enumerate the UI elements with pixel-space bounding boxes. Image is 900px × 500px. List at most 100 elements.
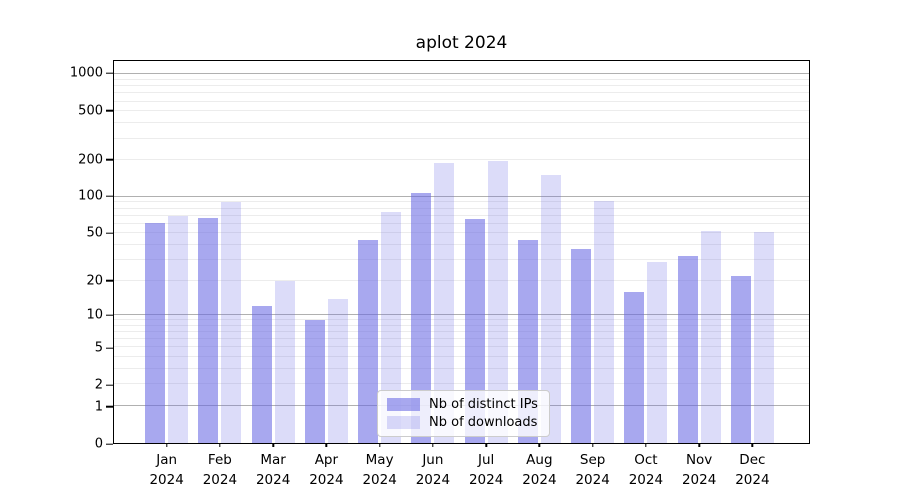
gridline-minor (114, 243, 809, 245)
legend-label: Nb of downloads (429, 415, 538, 430)
bar-nb-of-downloads (647, 261, 668, 443)
gridline-minor (114, 78, 809, 80)
gridline-minor (114, 356, 809, 358)
y-tick-mark (106, 347, 113, 349)
gridline-minor (114, 338, 809, 340)
gridline-minor (114, 222, 809, 224)
chart-title: aplot 2024 (415, 33, 508, 53)
bar-nb-of-distinct-ips (464, 218, 485, 443)
month-slot-dec: Dec 2024 (726, 61, 779, 488)
bar-nb-of-distinct-ips (198, 217, 219, 443)
gridline-minor (114, 92, 809, 94)
gridline-minor (114, 368, 809, 370)
y-tick-label: 500 (78, 103, 103, 119)
gridline-minor (114, 258, 809, 260)
y-tick-label: 1 (94, 399, 103, 415)
month-slot-jul: Jul 2024 (460, 61, 513, 488)
gridline-minor (114, 137, 809, 139)
y-tick-mark (106, 158, 113, 161)
bar-nb-of-downloads (381, 211, 402, 443)
y-tick-mark (106, 109, 113, 112)
bar-nb-of-downloads (168, 215, 189, 443)
gridline-minor (114, 279, 809, 281)
x-tick-mark (698, 443, 700, 447)
x-tick-label: Jan 2024 (149, 452, 184, 488)
gridline-minor (114, 100, 809, 102)
x-tick-label: Oct 2024 (628, 452, 664, 488)
month-slot-oct: Oct 2024 (619, 61, 672, 488)
bar-nb-of-distinct-ips (411, 193, 432, 443)
x-tick-mark (591, 443, 594, 447)
gridline-minor (114, 346, 809, 348)
y-tick-mark (106, 195, 113, 198)
y-tick-label: 0 (94, 436, 103, 452)
bar-nb-of-downloads (540, 175, 561, 443)
gridline-major (114, 73, 809, 75)
x-tick-label: Apr 2024 (309, 452, 344, 488)
gridline-minor (114, 110, 809, 112)
bar-nb-of-downloads (594, 200, 615, 443)
y-tick-mark (106, 314, 113, 317)
bar-nb-of-distinct-ips (624, 291, 645, 443)
y-tick-label: 50 (86, 225, 103, 241)
x-tick-label: Feb 2024 (202, 452, 238, 488)
y-tick-label: 20 (86, 273, 103, 289)
x-tick-mark (432, 443, 434, 447)
bar-nb-of-distinct-ips (358, 239, 379, 443)
month-slot-apr: Apr 2024 (300, 61, 353, 488)
gridline-major (114, 195, 809, 197)
legend-row: Nb of downloads (387, 416, 538, 429)
x-tick-mark (751, 443, 754, 447)
month-slot-jan: Jan 2024 (140, 61, 193, 488)
gridline-minor (114, 85, 809, 87)
gridline-minor (114, 159, 809, 161)
x-tick-label: May 2024 (362, 452, 397, 488)
x-tick-mark (378, 443, 381, 447)
legend-label: Nb of distinct IPs (429, 397, 538, 412)
y-tick-mark (106, 406, 113, 408)
y-tick-label: 5 (94, 340, 103, 356)
y-axis-tick-marks (106, 60, 113, 445)
y-axis-labels: 0 1 2 5 10 20 50 100 200 500 1000 (0, 60, 103, 451)
y-tick-mark (106, 72, 113, 75)
legend-swatch-nb-of-distinct-ips (387, 398, 420, 411)
plot-area: Jan 2024 Feb 2024 Mar 2024 Apr 2024 May 2024 Jun 20… (113, 60, 810, 488)
month-slot-nov: Nov 2024 (673, 61, 726, 488)
legend-row: Nb of distinct IPs (387, 398, 538, 411)
y-tick-mark (106, 384, 113, 386)
month-slot-feb: Feb 2024 (193, 61, 246, 488)
y-tick-label: 1000 (69, 65, 103, 81)
gridline-minor (114, 331, 809, 333)
bar-nb-of-downloads (700, 231, 721, 443)
x-tick-label: Nov 2024 (681, 452, 717, 488)
y-tick-label: 100 (78, 188, 103, 204)
month-slot-mar: Mar 2024 (247, 61, 300, 488)
bar-nb-of-distinct-ips (571, 248, 592, 443)
bar-nb-of-downloads (327, 298, 348, 443)
gridline-minor (114, 214, 809, 216)
bar-nb-of-distinct-ips (145, 222, 166, 443)
x-tick-mark (538, 443, 541, 447)
bar-nb-of-distinct-ips (304, 320, 325, 443)
x-tick-mark (165, 443, 168, 447)
gridline-minor (114, 319, 809, 321)
gridline-minor (114, 122, 809, 124)
bar-nb-of-downloads (434, 162, 455, 443)
gridline-minor (114, 232, 809, 234)
y-tick-label: 2 (94, 377, 103, 393)
y-tick-mark (106, 443, 113, 445)
bar-nb-of-downloads (221, 202, 242, 443)
x-tick-label: Aug 2024 (522, 452, 557, 488)
bars-layer: Jan 2024 Feb 2024 Mar 2024 Apr 2024 May 2024 Jun 20… (140, 61, 779, 488)
x-tick-mark (325, 443, 328, 447)
month-slot-sep: Sep 2024 (566, 61, 619, 488)
y-tick-mark (106, 280, 113, 282)
y-tick-label: 10 (86, 307, 103, 323)
bar-nb-of-downloads (753, 232, 774, 443)
bar-nb-of-distinct-ips (677, 256, 698, 443)
gridline-major (114, 314, 809, 316)
month-slot-aug: Aug 2024 (513, 61, 566, 488)
x-tick-mark (645, 443, 647, 447)
x-tick-label: Sep 2024 (575, 452, 610, 488)
